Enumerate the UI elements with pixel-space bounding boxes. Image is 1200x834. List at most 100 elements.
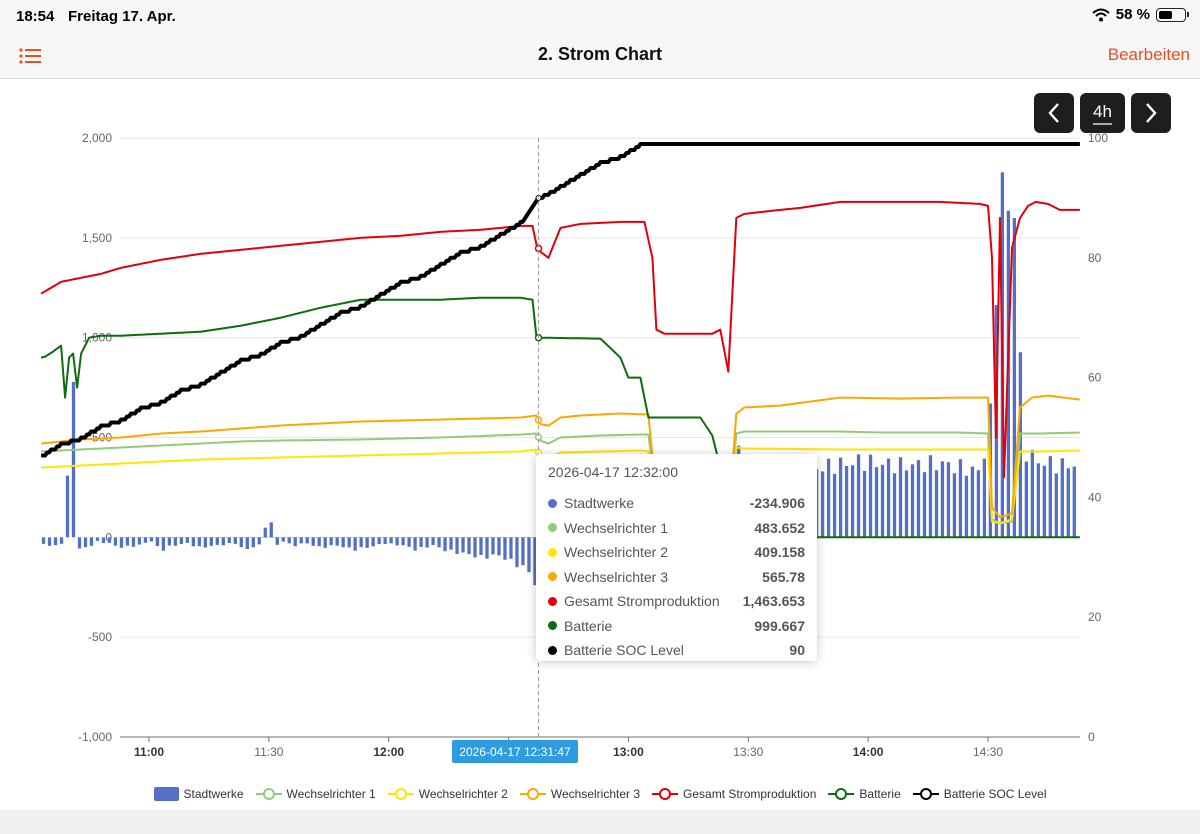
bar (341, 537, 345, 548)
previous-range-button[interactable] (1034, 93, 1074, 133)
bar (131, 537, 136, 547)
x-tick-label: 12:00 (373, 745, 404, 759)
bar (467, 537, 471, 555)
tooltip-series-value: 483.652 (754, 519, 805, 536)
tooltip-row: Wechselrichter 3 565.78 (548, 565, 805, 590)
bar (449, 537, 453, 550)
bar (89, 537, 94, 546)
bar (359, 537, 363, 548)
bar (533, 537, 537, 586)
chevron-right-icon (1146, 103, 1157, 123)
bar (305, 537, 309, 544)
tooltip-dot (548, 621, 557, 631)
y-left-tick-label: 1,000 (82, 331, 112, 345)
tooltip-row: Batterie 999.667 (548, 614, 805, 639)
x-tick-label: 14:00 (853, 745, 884, 759)
bar (389, 537, 393, 544)
status-time: 18:54 (16, 8, 55, 25)
legend-item[interactable]: Batterie SOC Level (912, 787, 1046, 801)
bar (119, 537, 124, 548)
bar (503, 537, 507, 560)
bar (257, 537, 261, 545)
chart-area[interactable]: 2,0001,5001,0005000-500-1,00010080604020… (0, 80, 1200, 785)
bar (527, 537, 531, 573)
bar (880, 464, 885, 538)
tooltip-dot (548, 572, 557, 582)
bottom-bar (0, 810, 1200, 834)
bar (473, 537, 477, 558)
bar (850, 465, 855, 538)
bar (928, 455, 933, 538)
bar (203, 537, 207, 548)
tooltip-row: Stadtwerke -234.906 (548, 491, 805, 516)
chart-tooltip: 2026-04-17 12:32:00 Stadtwerke -234.906 We… (536, 454, 817, 661)
bar (83, 537, 88, 548)
bar (311, 537, 315, 546)
bar (377, 537, 381, 545)
bar (269, 522, 273, 538)
bar (862, 470, 867, 538)
bar (952, 473, 957, 538)
y-right-tick-label: 60 (1088, 371, 1102, 385)
legend-item[interactable]: Wechselrichter 2 (387, 787, 508, 801)
bar (982, 458, 987, 538)
tooltip-header: 2026-04-17 12:32:00 (548, 464, 678, 480)
bar (509, 537, 513, 559)
tooltip-series-name: Wechselrichter 1 (564, 519, 669, 536)
legend-line-icon (912, 788, 939, 800)
tooltip-series-value: 90 (789, 642, 805, 659)
bar (958, 459, 963, 538)
bar (167, 537, 172, 546)
bar (838, 457, 843, 538)
legend-line-icon (652, 788, 679, 800)
series-line (40, 200, 1080, 479)
bar (904, 470, 909, 538)
bar (934, 470, 939, 538)
tooltip-dot (548, 645, 557, 655)
bar (353, 537, 357, 551)
bar (317, 537, 321, 547)
legend-item[interactable]: Gesamt Stromproduktion (652, 787, 816, 801)
bar (419, 537, 423, 547)
wifi-icon (1092, 8, 1110, 21)
bar (832, 473, 837, 538)
bar (910, 464, 915, 538)
series-line (41, 446, 1080, 527)
legend-item[interactable]: Batterie (828, 787, 901, 801)
bar (892, 473, 897, 538)
bar (407, 537, 411, 547)
legend-label: Batterie (859, 787, 901, 801)
tooltip-row: Gesamt Stromproduktion 1,463.653 (548, 589, 805, 614)
tooltip-series-name: Stadtwerke (564, 495, 635, 512)
bar (1030, 449, 1034, 538)
bar (1024, 461, 1029, 538)
next-range-button[interactable] (1131, 93, 1171, 133)
legend-item[interactable]: Wechselrichter 3 (519, 787, 641, 801)
bar (437, 537, 441, 548)
legend-item[interactable]: Wechselrichter 1 (255, 787, 376, 801)
legend-label: Wechselrichter 3 (550, 787, 641, 801)
list-menu-icon[interactable] (18, 44, 44, 68)
tooltip-series-value: 409.158 (754, 544, 805, 561)
status-right: 58 % (1092, 6, 1189, 23)
bar (299, 537, 303, 544)
page-title: 2. Strom Chart (537, 44, 663, 64)
legend-line-icon (255, 788, 282, 800)
x-tick-label: 11:30 (254, 745, 283, 759)
bar (1012, 218, 1017, 538)
edit-button[interactable]: Bearbeiten (1107, 45, 1190, 64)
bar (239, 537, 243, 548)
y-left-tick-label: -500 (88, 630, 112, 644)
range-button[interactable]: 4h (1080, 93, 1125, 133)
legend-line-icon (828, 788, 855, 800)
legend-bar-icon (153, 787, 179, 801)
y-right-tick-label: 0 (1088, 730, 1095, 744)
bar (125, 537, 130, 546)
crosshair-time-label: 2026-04-17 12:31:47 (452, 740, 578, 763)
bar (155, 537, 160, 547)
bar (173, 537, 178, 546)
tooltip-series-name: Batterie (564, 617, 613, 634)
bar (107, 537, 112, 543)
legend-item[interactable]: Stadtwerke (153, 787, 244, 801)
bar (191, 537, 195, 547)
